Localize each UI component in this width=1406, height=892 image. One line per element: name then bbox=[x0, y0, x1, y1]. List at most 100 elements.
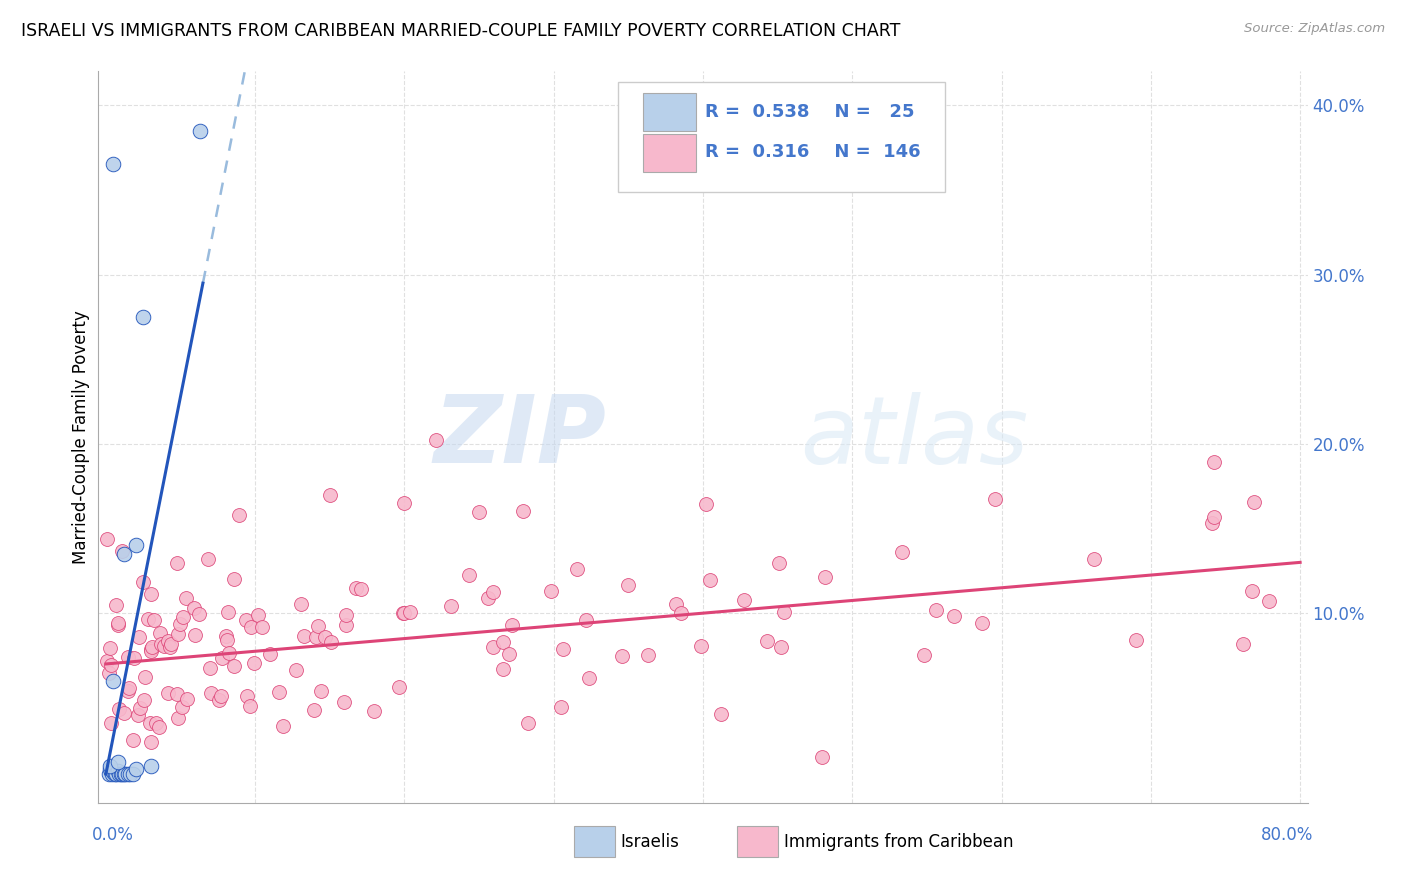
Text: Immigrants from Caribbean: Immigrants from Caribbean bbox=[785, 832, 1014, 851]
Point bbox=[108, 767, 131, 781]
Text: 80.0%: 80.0% bbox=[1261, 826, 1313, 844]
Point bbox=[224, 659, 246, 673]
Point bbox=[1125, 633, 1147, 648]
Point bbox=[104, 767, 127, 781]
Point bbox=[501, 618, 523, 632]
Point bbox=[699, 574, 721, 588]
Point bbox=[575, 613, 598, 627]
Point bbox=[122, 733, 145, 747]
Point bbox=[105, 598, 128, 612]
Point bbox=[392, 606, 415, 620]
Point bbox=[335, 607, 357, 622]
Point bbox=[100, 715, 122, 730]
Text: ISRAELI VS IMMIGRANTS FROM CARIBBEAN MARRIED-COUPLE FAMILY POVERTY CORRELATION C: ISRAELI VS IMMIGRANTS FROM CARIBBEAN MAR… bbox=[21, 22, 900, 40]
Point bbox=[637, 648, 659, 662]
Point bbox=[209, 689, 232, 703]
Point bbox=[482, 640, 505, 654]
Point bbox=[755, 634, 778, 648]
Point bbox=[98, 758, 121, 772]
Text: atlas: atlas bbox=[800, 392, 1028, 483]
Point bbox=[1240, 584, 1263, 599]
Point bbox=[97, 767, 120, 781]
Point bbox=[105, 767, 128, 781]
Point bbox=[153, 639, 176, 653]
Point bbox=[198, 660, 221, 674]
Point bbox=[145, 715, 167, 730]
Point bbox=[517, 715, 540, 730]
Point bbox=[141, 640, 163, 654]
Text: Israelis: Israelis bbox=[621, 832, 679, 851]
Point bbox=[617, 578, 640, 592]
Point bbox=[134, 670, 156, 684]
Point bbox=[350, 582, 373, 596]
Point bbox=[125, 538, 148, 552]
Point bbox=[290, 597, 312, 611]
Point bbox=[215, 629, 238, 643]
Point bbox=[773, 605, 796, 619]
Point bbox=[943, 608, 966, 623]
Point bbox=[211, 651, 233, 665]
Point bbox=[363, 704, 385, 718]
Point bbox=[111, 767, 134, 781]
Point bbox=[285, 664, 308, 678]
Point bbox=[103, 673, 125, 688]
Point bbox=[925, 603, 948, 617]
Point bbox=[112, 767, 135, 781]
FancyBboxPatch shape bbox=[619, 82, 945, 192]
Text: ZIP: ZIP bbox=[433, 391, 606, 483]
FancyBboxPatch shape bbox=[737, 826, 778, 857]
Point bbox=[149, 625, 172, 640]
Point bbox=[117, 650, 139, 665]
Point bbox=[235, 689, 257, 703]
Point bbox=[970, 615, 993, 630]
Point bbox=[690, 640, 713, 654]
Point bbox=[259, 647, 281, 661]
Point bbox=[98, 762, 121, 776]
Point bbox=[983, 491, 1005, 506]
Point bbox=[314, 631, 336, 645]
Point bbox=[217, 605, 239, 619]
Point bbox=[107, 615, 129, 630]
Point bbox=[169, 617, 191, 632]
Point bbox=[482, 585, 505, 599]
Point bbox=[222, 572, 245, 586]
Point bbox=[1204, 510, 1226, 524]
Point bbox=[141, 644, 163, 658]
Text: Source: ZipAtlas.com: Source: ZipAtlas.com bbox=[1244, 22, 1385, 36]
Point bbox=[118, 767, 141, 781]
Point bbox=[814, 570, 837, 584]
FancyBboxPatch shape bbox=[574, 826, 614, 857]
Point bbox=[139, 715, 162, 730]
Point bbox=[159, 640, 181, 654]
Point bbox=[117, 767, 139, 781]
Point bbox=[309, 683, 332, 698]
Point bbox=[112, 547, 135, 561]
Text: R =  0.538    N =   25: R = 0.538 N = 25 bbox=[706, 103, 915, 120]
Point bbox=[139, 758, 162, 772]
Point bbox=[491, 663, 513, 677]
Point bbox=[167, 711, 190, 725]
Y-axis label: Married-Couple Family Poverty: Married-Couple Family Poverty bbox=[72, 310, 90, 564]
Point bbox=[208, 692, 231, 706]
Point bbox=[610, 649, 633, 664]
Point bbox=[710, 707, 733, 722]
Point bbox=[129, 700, 152, 714]
Text: R =  0.316    N =  146: R = 0.316 N = 146 bbox=[706, 143, 921, 161]
Point bbox=[139, 587, 162, 601]
Point bbox=[228, 508, 250, 522]
Point bbox=[492, 635, 515, 649]
Point bbox=[391, 606, 413, 620]
Point bbox=[512, 504, 534, 518]
Point bbox=[138, 612, 160, 626]
Point bbox=[388, 680, 411, 694]
Point bbox=[235, 613, 257, 627]
Point bbox=[733, 593, 755, 607]
Point bbox=[174, 591, 197, 606]
Text: 0.0%: 0.0% bbox=[93, 826, 134, 844]
Point bbox=[98, 666, 121, 681]
Point bbox=[247, 607, 270, 622]
Point bbox=[394, 496, 416, 510]
Point bbox=[1083, 552, 1105, 566]
Point bbox=[468, 505, 491, 519]
Point bbox=[121, 767, 143, 781]
